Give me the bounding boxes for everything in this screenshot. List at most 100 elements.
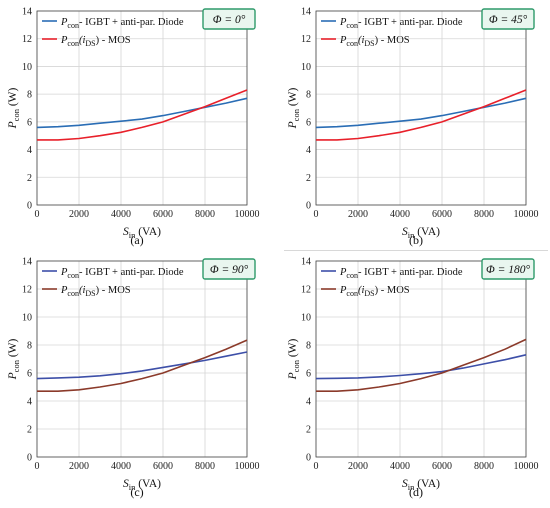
y-axis-label: Pcon (W) bbox=[7, 338, 21, 380]
y-tick-label: 6 bbox=[306, 117, 311, 128]
legend-entry: Pcon(iDS) - MOS bbox=[60, 35, 131, 48]
series-line-igbt-diode bbox=[36, 97, 248, 129]
chart-panel-1: 0 2 4 6 8 10 12 14 0 2000 4000 6000 8000 10000 Pcon- I… bbox=[7, 7, 260, 248]
legend-entry: Pcon- IGBT + anti-par. Diode bbox=[60, 267, 184, 280]
legend-entry: Pcon(iDS) - MOS bbox=[339, 285, 410, 298]
y-tick-label: 2 bbox=[27, 425, 32, 436]
series-line-igbt-diode bbox=[36, 351, 248, 380]
y-axis-label: Pcon (W) bbox=[7, 87, 21, 129]
chart-panel-4: 0 2 4 6 8 10 12 14 0 2000 4000 6000 8000 10000 Pcon- I… bbox=[287, 257, 539, 500]
y-tick-label: 4 bbox=[27, 145, 32, 156]
panel-label: (d) bbox=[409, 485, 423, 499]
y-tick-label: 4 bbox=[27, 397, 32, 408]
y-tick-label: 6 bbox=[306, 369, 311, 380]
x-tick-label: 8000 bbox=[474, 461, 494, 472]
x-axis-label: Sin (VA) bbox=[123, 226, 161, 240]
series-line-mos bbox=[316, 89, 527, 141]
y-tick-label: 10 bbox=[301, 62, 311, 73]
x-tick-label: 0 bbox=[35, 461, 40, 472]
y-axis-label: Pcon (W) bbox=[287, 338, 301, 380]
legend-entry: Pcon- IGBT + anti-par. Diode bbox=[339, 17, 463, 30]
chart-panel-3: 0 2 4 6 8 10 12 14 0 2000 4000 6000 8000 10000 Pcon- I… bbox=[7, 257, 260, 500]
x-tick-label: 10000 bbox=[514, 209, 539, 220]
panel-label: (a) bbox=[130, 233, 143, 247]
x-tick-label: 0 bbox=[314, 209, 319, 220]
phase-label: Φ = 0° bbox=[213, 14, 246, 26]
y-tick-label: 0 bbox=[306, 453, 311, 464]
y-tick-label: 0 bbox=[306, 201, 311, 212]
y-tick-label: 8 bbox=[306, 341, 311, 352]
legend-entry: Pcon- IGBT + anti-par. Diode bbox=[60, 17, 184, 30]
x-tick-label: 0 bbox=[35, 209, 40, 220]
y-tick-label: 14 bbox=[301, 257, 311, 268]
x-axis-label: Sin (VA) bbox=[402, 478, 440, 492]
x-tick-label: 4000 bbox=[111, 209, 131, 220]
phase-label-box bbox=[481, 8, 535, 30]
x-tick-label: 8000 bbox=[474, 209, 494, 220]
y-tick-label: 8 bbox=[27, 341, 32, 352]
plot-frame bbox=[36, 10, 248, 206]
x-tick-label: 8000 bbox=[195, 209, 215, 220]
y-tick-label: 12 bbox=[22, 34, 32, 45]
y-tick-label: 12 bbox=[22, 285, 32, 296]
x-tick-label: 8000 bbox=[195, 461, 215, 472]
x-tick-label: 4000 bbox=[390, 209, 410, 220]
panel-divider bbox=[284, 250, 548, 251]
y-tick-label: 8 bbox=[27, 90, 32, 101]
y-tick-label: 0 bbox=[27, 453, 32, 464]
y-tick-label: 2 bbox=[27, 173, 32, 184]
plot-frame bbox=[315, 260, 527, 458]
plot-frame bbox=[36, 260, 248, 458]
y-tick-label: 14 bbox=[22, 7, 32, 18]
y-tick-label: 2 bbox=[306, 425, 311, 436]
x-axis-label: Sin (VA) bbox=[123, 478, 161, 492]
y-tick-label: 2 bbox=[306, 173, 311, 184]
x-tick-label: 4000 bbox=[390, 461, 410, 472]
x-tick-label: 2000 bbox=[348, 209, 368, 220]
x-tick-label: 6000 bbox=[432, 209, 452, 220]
y-tick-label: 12 bbox=[301, 34, 311, 45]
y-tick-label: 10 bbox=[22, 62, 32, 73]
series-line-mos bbox=[37, 339, 248, 393]
y-tick-label: 6 bbox=[27, 369, 32, 380]
y-tick-label: 0 bbox=[27, 201, 32, 212]
y-tick-label: 12 bbox=[301, 285, 311, 296]
y-tick-label: 14 bbox=[22, 257, 32, 268]
legend-entry: Pcon(iDS) - MOS bbox=[339, 35, 410, 48]
phase-label-box bbox=[202, 258, 256, 280]
x-axis-label: Sin (VA) bbox=[402, 226, 440, 240]
x-tick-label: 10000 bbox=[235, 461, 260, 472]
phase-label: Φ = 45° bbox=[489, 14, 528, 26]
series-line-mos bbox=[316, 338, 527, 393]
y-tick-label: 4 bbox=[306, 397, 311, 408]
x-tick-label: 10000 bbox=[235, 209, 260, 220]
series-line-igbt-diode bbox=[315, 97, 527, 129]
y-tick-label: 10 bbox=[301, 313, 311, 324]
y-tick-label: 8 bbox=[306, 90, 311, 101]
legend-entry: Pcon- IGBT + anti-par. Diode bbox=[339, 267, 463, 280]
panel-label: (b) bbox=[409, 233, 423, 247]
series-line-igbt-diode bbox=[315, 354, 527, 380]
phase-label-box bbox=[202, 8, 256, 30]
phase-label-box bbox=[481, 258, 535, 280]
legend-entry: Pcon(iDS) - MOS bbox=[60, 285, 131, 298]
x-tick-label: 2000 bbox=[69, 209, 89, 220]
y-axis-label: Pcon (W) bbox=[287, 87, 301, 129]
y-tick-label: 10 bbox=[22, 313, 32, 324]
x-tick-label: 10000 bbox=[514, 461, 539, 472]
x-tick-label: 0 bbox=[314, 461, 319, 472]
phase-label: Φ = 180° bbox=[486, 264, 531, 276]
chart-panel-2: 0 2 4 6 8 10 12 14 0 2000 4000 6000 8000 10000 Pcon- I… bbox=[287, 7, 539, 248]
plot-frame bbox=[315, 10, 527, 206]
x-tick-label: 2000 bbox=[348, 461, 368, 472]
phase-label: Φ = 90° bbox=[210, 264, 249, 276]
series-line-mos bbox=[37, 89, 248, 141]
y-tick-label: 4 bbox=[306, 145, 311, 156]
panel-label: (c) bbox=[130, 485, 143, 499]
y-tick-label: 14 bbox=[301, 7, 311, 18]
x-tick-label: 6000 bbox=[153, 461, 173, 472]
x-tick-label: 2000 bbox=[69, 461, 89, 472]
x-tick-label: 4000 bbox=[111, 461, 131, 472]
x-tick-label: 6000 bbox=[153, 209, 173, 220]
